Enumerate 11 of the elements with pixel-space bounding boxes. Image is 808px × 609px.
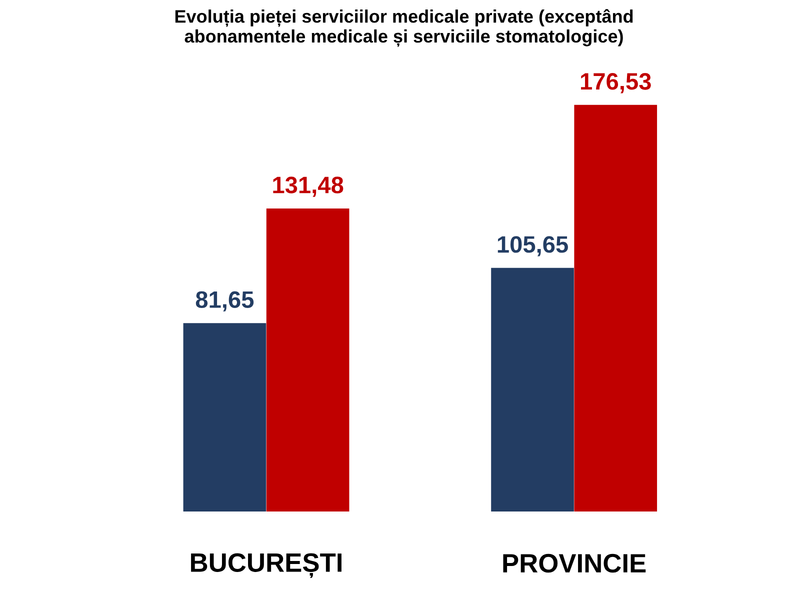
- data-label: 105,65: [498, 236, 568, 256]
- data-label: 131,48: [273, 176, 344, 197]
- bar: [266, 208, 350, 512]
- bar: [574, 104, 658, 512]
- chart-title: Evoluția pieței serviciilor medicale private (exceptând abonamentele medicale și serviciile stomatologice): [175, 9, 633, 47]
- data-label: 81,65: [196, 291, 254, 312]
- x-tick-label: PROVINCIE: [503, 554, 646, 573]
- bar: [183, 323, 266, 512]
- data-label: 176,53: [581, 73, 651, 94]
- x-tick-label: BUCUREȘTI: [191, 553, 342, 578]
- bar: [491, 268, 574, 512]
